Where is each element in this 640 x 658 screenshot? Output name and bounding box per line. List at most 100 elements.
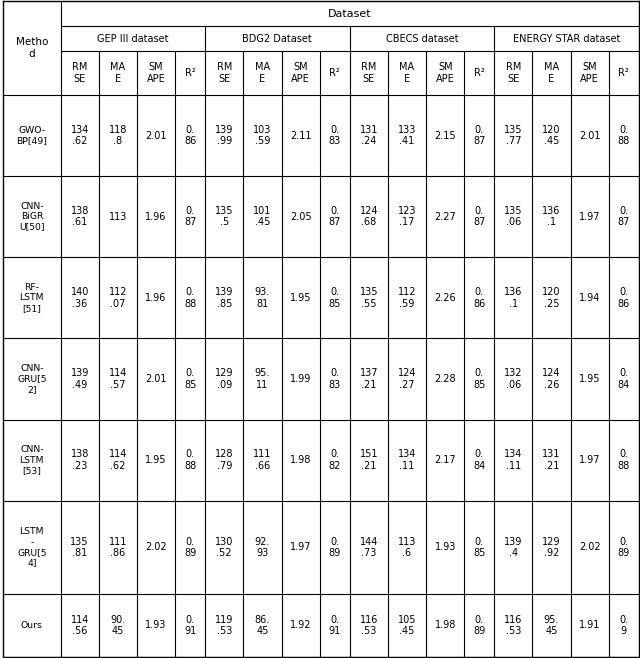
Text: 2.15: 2.15: [435, 130, 456, 141]
Text: R²: R²: [618, 68, 629, 78]
Text: 118
.8: 118 .8: [109, 125, 127, 146]
Text: 1.98: 1.98: [435, 620, 456, 630]
Text: 1.97: 1.97: [579, 212, 600, 222]
Text: 1.97: 1.97: [579, 455, 600, 465]
Text: 1.99: 1.99: [290, 374, 311, 384]
Text: ENERGY STAR dataset: ENERGY STAR dataset: [513, 34, 620, 44]
Text: SM
APE: SM APE: [580, 63, 599, 84]
Text: 92.
93: 92. 93: [255, 537, 270, 558]
Text: 103
.59: 103 .59: [253, 125, 271, 146]
Text: 0.
85: 0. 85: [473, 537, 485, 558]
Text: 138
.23: 138 .23: [70, 449, 89, 471]
Text: 2.02: 2.02: [145, 542, 167, 553]
Text: 140
.36: 140 .36: [70, 287, 89, 309]
Text: 1.91: 1.91: [579, 620, 600, 630]
Text: 0.
87: 0. 87: [473, 125, 485, 146]
Text: 134
.11: 134 .11: [398, 449, 416, 471]
Text: 129
.09: 129 .09: [215, 368, 234, 390]
Text: 120
.45: 120 .45: [542, 125, 561, 146]
Text: 0.
86: 0. 86: [473, 287, 485, 309]
Text: 0.
84: 0. 84: [618, 368, 630, 390]
Text: 116
.53: 116 .53: [504, 615, 522, 636]
Text: 2.02: 2.02: [579, 542, 600, 553]
Text: RM
SE: RM SE: [72, 63, 87, 84]
Text: 2.17: 2.17: [435, 455, 456, 465]
Text: 114
.62: 114 .62: [109, 449, 127, 471]
Text: 2.28: 2.28: [435, 374, 456, 384]
Text: 0.
82: 0. 82: [328, 449, 341, 471]
Text: 151
.21: 151 .21: [360, 449, 378, 471]
Text: R²: R²: [185, 68, 196, 78]
Text: SM
APE: SM APE: [436, 63, 454, 84]
Text: 0.
91: 0. 91: [184, 615, 196, 636]
Text: 0.
83: 0. 83: [328, 125, 341, 146]
Text: SM
APE: SM APE: [291, 63, 310, 84]
Text: 1.95: 1.95: [290, 293, 312, 303]
Text: CNN-
GRU[5
2]: CNN- GRU[5 2]: [17, 364, 47, 394]
Text: 135
.81: 135 .81: [70, 537, 89, 558]
Text: RM
SE: RM SE: [506, 63, 521, 84]
Text: 131
.21: 131 .21: [542, 449, 561, 471]
Text: SM
APE: SM APE: [147, 63, 166, 84]
Text: GWO-
BP[49]: GWO- BP[49]: [17, 126, 47, 145]
Text: 0.
87: 0. 87: [328, 206, 341, 228]
Text: 111
.86: 111 .86: [109, 537, 127, 558]
Text: 113: 113: [109, 212, 127, 222]
Text: 0.
89: 0. 89: [328, 537, 341, 558]
Text: CNN-
BiGR
U[50]: CNN- BiGR U[50]: [19, 202, 45, 232]
Text: 114
.56: 114 .56: [70, 615, 89, 636]
Text: 138
.61: 138 .61: [70, 206, 89, 228]
Text: MA
E: MA E: [255, 63, 270, 84]
Text: LSTM
-
GRU[5
4]: LSTM - GRU[5 4]: [17, 527, 47, 568]
Text: MA
E: MA E: [399, 63, 415, 84]
Text: 135
.55: 135 .55: [360, 287, 378, 309]
Text: 2.05: 2.05: [290, 212, 312, 222]
Text: 2.27: 2.27: [435, 212, 456, 222]
Text: 1.95: 1.95: [579, 374, 600, 384]
Text: 113
.6: 113 .6: [398, 537, 416, 558]
Text: RM
SE: RM SE: [361, 63, 376, 84]
Text: RF-
LSTM
[51]: RF- LSTM [51]: [20, 283, 44, 313]
Text: 0.
88: 0. 88: [184, 449, 196, 471]
Text: CBECS dataset: CBECS dataset: [385, 34, 458, 44]
Text: 2.11: 2.11: [290, 130, 312, 141]
Text: R²: R²: [474, 68, 484, 78]
Text: 0.
87: 0. 87: [184, 206, 196, 228]
Text: 120
.25: 120 .25: [542, 287, 561, 309]
Text: 133
.41: 133 .41: [398, 125, 416, 146]
Text: 0.
86: 0. 86: [618, 287, 630, 309]
Text: R²: R²: [330, 68, 340, 78]
Text: Dataset: Dataset: [328, 9, 371, 19]
Text: 1.95: 1.95: [145, 455, 167, 465]
Text: 0.
88: 0. 88: [618, 449, 630, 471]
Text: 0.
91: 0. 91: [328, 615, 341, 636]
Text: 123
.17: 123 .17: [397, 206, 416, 228]
Text: 0.
84: 0. 84: [473, 449, 485, 471]
Text: 116
.53: 116 .53: [360, 615, 378, 636]
Text: 0.
83: 0. 83: [328, 368, 341, 390]
Text: 119
.53: 119 .53: [215, 615, 234, 636]
Text: 0.
89: 0. 89: [184, 537, 196, 558]
Text: 139
.99: 139 .99: [215, 125, 234, 146]
Text: 2.01: 2.01: [145, 374, 167, 384]
Text: 114
.57: 114 .57: [109, 368, 127, 390]
Text: 1.93: 1.93: [435, 542, 456, 553]
Text: 95.
45: 95. 45: [544, 615, 559, 636]
Text: 0.
89: 0. 89: [618, 537, 630, 558]
Text: 86.
45: 86. 45: [255, 615, 270, 636]
Text: 0.
85: 0. 85: [184, 368, 196, 390]
Text: 101
.45: 101 .45: [253, 206, 271, 228]
Text: 90.
45: 90. 45: [110, 615, 125, 636]
Text: Metho
d: Metho d: [16, 38, 48, 59]
Text: 130
.52: 130 .52: [215, 537, 234, 558]
Text: 0.
9: 0. 9: [620, 615, 628, 636]
Text: CNN-
LSTM
[53]: CNN- LSTM [53]: [20, 445, 44, 475]
Text: 95.
11: 95. 11: [255, 368, 270, 390]
Text: 139
.49: 139 .49: [70, 368, 89, 390]
Text: 128
.79: 128 .79: [215, 449, 234, 471]
Text: 139
.85: 139 .85: [215, 287, 234, 309]
Text: 0.
89: 0. 89: [473, 615, 485, 636]
Text: 0.
88: 0. 88: [618, 125, 630, 146]
Text: 1.96: 1.96: [145, 212, 167, 222]
Text: 0.
85: 0. 85: [328, 287, 341, 309]
